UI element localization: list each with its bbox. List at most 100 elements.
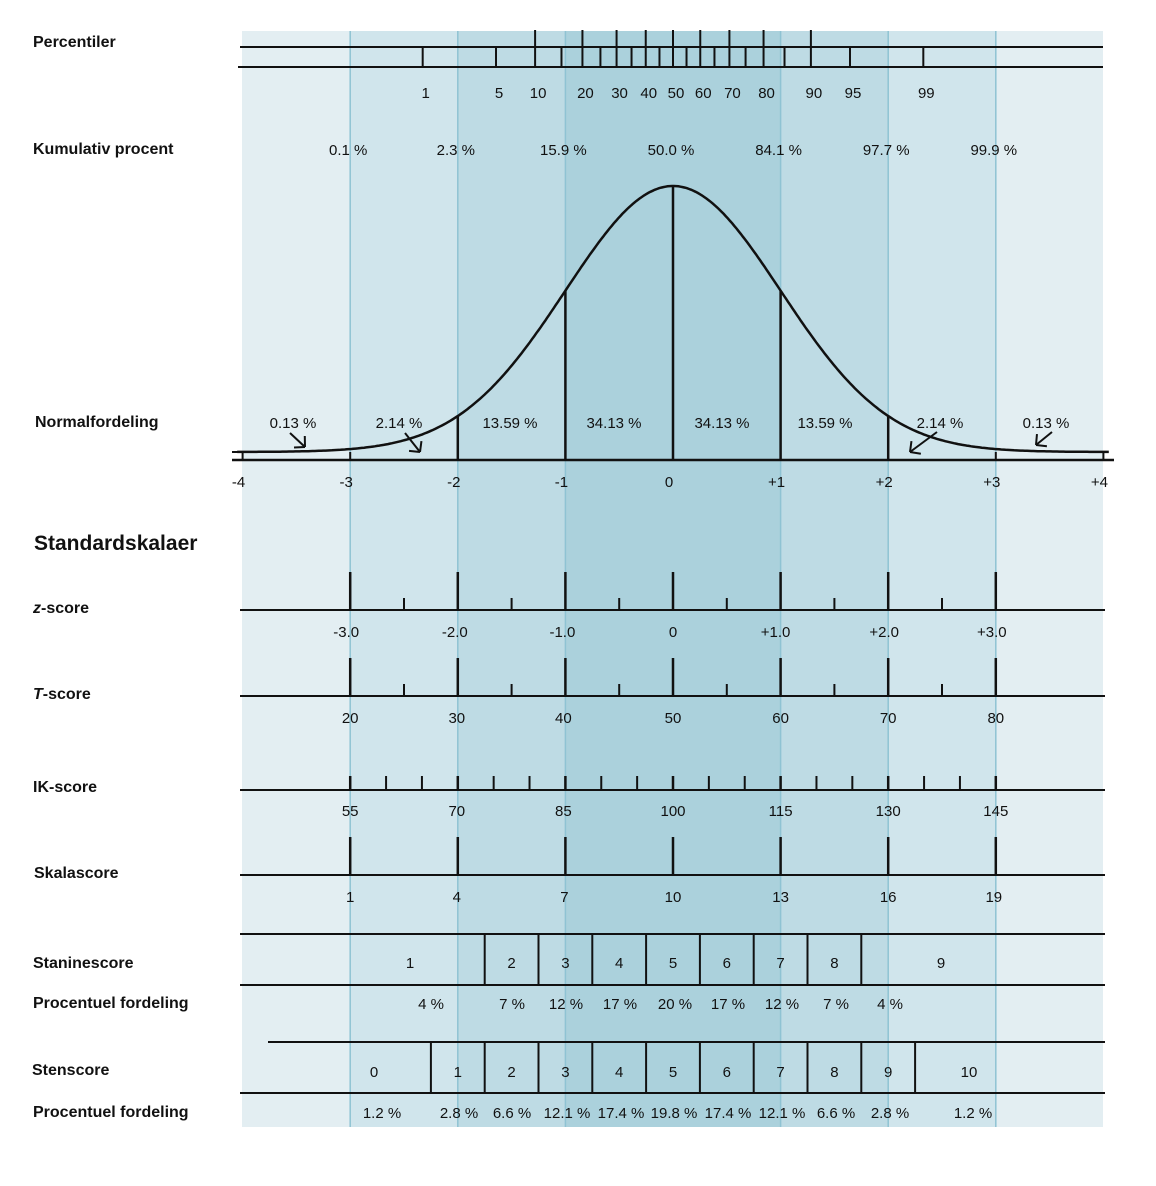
scale-tick-label: 13 (772, 889, 789, 906)
scale-tick-label: 10 (665, 889, 682, 906)
percentile-scale: 1 5 10 20 30 40 50 60 70 80 90 95 99 (238, 30, 1103, 102)
sten-percent: 1.2 % (954, 1105, 992, 1122)
cumulative-percent-row: 0.1 % 2.3 % 15.9 % 50.0 % 84.1 % 97.7 % 99.9 % (329, 142, 1017, 159)
iq-tick-label: 100 (660, 803, 685, 820)
tail-arrow-icon (909, 431, 938, 455)
arrow-head (1035, 433, 1038, 446)
area-percent-label: 13.59 % (482, 415, 537, 432)
percentile-tick-label: 5 (495, 85, 503, 102)
sten-score: 10 (961, 1064, 978, 1081)
area-percent-label: 0.13 % (270, 415, 317, 432)
cumulative-percent-value: 99.9 % (970, 142, 1017, 159)
zscore-label: z-score (32, 600, 89, 617)
scale-tick-label: 16 (880, 889, 897, 906)
stanine-percent-label: Procentuel fordeling (33, 995, 189, 1012)
stanine-label: Staninescore (33, 955, 134, 972)
scale-tick-label: 19 (985, 889, 1002, 906)
arrow-shaft (909, 431, 938, 453)
sten-score: 9 (884, 1064, 892, 1081)
iq-tick-label: 70 (448, 803, 465, 820)
tscore-tick-label: 70 (880, 710, 897, 727)
zscore-tick-label: -3.0 (333, 624, 359, 641)
tscore-scale: 20 30 40 50 60 70 80 (240, 658, 1105, 727)
tail-arrow-icon (404, 432, 423, 453)
percentile-tick-label: 60 (695, 85, 712, 102)
arrow-head (293, 446, 306, 449)
stanine-percent: 12 % (765, 996, 799, 1013)
arrow-head (419, 440, 423, 453)
scale-score-label: Skalascore (34, 865, 119, 882)
sten-percent: 12.1 % (544, 1105, 591, 1122)
percentiles-label: Percentiler (33, 34, 116, 51)
sten-percent: 17.4 % (598, 1105, 645, 1122)
stanine-score: 5 (669, 955, 677, 972)
tscore-tick-label: 30 (448, 710, 465, 727)
cumulative-percent-value: 15.9 % (540, 142, 587, 159)
sten-score: 3 (561, 1064, 569, 1081)
sten-score: 6 (723, 1064, 731, 1081)
sten-scale: 0 1 2 3 4 5 6 7 8 9 10 1.2 % 2.8 % 6.6 % 12.1 % 17.4 % 1… (240, 1041, 1105, 1122)
stanine-score: 7 (776, 955, 784, 972)
area-percent-label: 13.59 % (797, 415, 852, 432)
percentile-tick-label: 90 (806, 85, 823, 102)
percentile-tick-label: 50 (668, 85, 685, 102)
sten-score: 5 (669, 1064, 677, 1081)
stanine-percent: 4 % (877, 996, 903, 1013)
sd-tick-label: +2 (876, 474, 893, 491)
sten-percent: 19.8 % (651, 1105, 698, 1122)
area-percent-label: 2.14 % (376, 415, 423, 432)
stanine-score: 1 (406, 955, 414, 972)
scale-tick-label: 4 (453, 889, 461, 906)
sten-percent: 2.8 % (871, 1105, 909, 1122)
stanine-percent: 17 % (711, 996, 745, 1013)
percentile-tick-label: 80 (758, 85, 775, 102)
normal-curve: -4 -3 -2 -1 0 +1 +2 +3 +4 0.13 % 2.14 % 13.59 % 34.1… (232, 184, 1114, 491)
stanine-percent: 7 % (499, 996, 525, 1013)
stanine-percent: 4 % (418, 996, 444, 1013)
iq-tick-label: 130 (876, 803, 901, 820)
area-percent-label: 0.13 % (1023, 415, 1070, 432)
percentile-tick-label: 20 (577, 85, 594, 102)
zscore-tick-label: 0 (669, 624, 677, 641)
stanine-percent: 12 % (549, 996, 583, 1013)
sten-score: 0 (370, 1064, 378, 1081)
cumulative-percent-value: 2.3 % (437, 142, 475, 159)
zscore-label-rest: -score (41, 600, 89, 617)
sten-score: 4 (615, 1064, 623, 1081)
stanine-score: 3 (561, 955, 569, 972)
arrow-head (408, 449, 421, 453)
sten-score: 2 (507, 1064, 515, 1081)
sten-percent: 6.6 % (817, 1105, 855, 1122)
tail-arrow-icon (289, 432, 306, 449)
iq-tick-label: 55 (342, 803, 359, 820)
zscore-label-italic: z (32, 600, 41, 617)
sten-percent: 6.6 % (493, 1105, 531, 1122)
cumulative-percent-value: 0.1 % (329, 142, 367, 159)
stanine-percent: 20 % (658, 996, 692, 1013)
scale-score-scale: 1 4 7 10 13 16 19 (240, 837, 1105, 906)
sd-tick-label: -4 (232, 474, 245, 491)
percentile-tick-label: 10 (530, 85, 547, 102)
arrow-shaft (1035, 431, 1053, 446)
area-percent-label: 34.13 % (694, 415, 749, 432)
stanine-score: 6 (723, 955, 731, 972)
percentile-tick-label: 1 (422, 85, 430, 102)
tail-arrow-icon (1035, 431, 1053, 448)
zscore-tick-label: +1.0 (761, 624, 791, 641)
sten-percent-label: Procentuel fordeling (33, 1104, 189, 1121)
zscore-tick-label: -2.0 (442, 624, 468, 641)
sten-percent: 2.8 % (440, 1105, 478, 1122)
stanine-score: 9 (937, 955, 945, 972)
sten-score: 1 (454, 1064, 462, 1081)
tscore-tick-label: 50 (665, 710, 682, 727)
tscore-tick-label: 20 (342, 710, 359, 727)
zscore-scale: -3.0 -2.0 -1.0 0 +1.0 +2.0 +3.0 (240, 572, 1105, 641)
arrow-head (909, 451, 922, 455)
zscore-tick-label: +2.0 (869, 624, 899, 641)
normal-distribution-label: Normalfordeling (35, 414, 159, 431)
sten-score: 7 (776, 1064, 784, 1081)
scale-tick-label: 1 (346, 889, 354, 906)
stanine-score: 8 (830, 955, 838, 972)
stanine-score: 2 (507, 955, 515, 972)
